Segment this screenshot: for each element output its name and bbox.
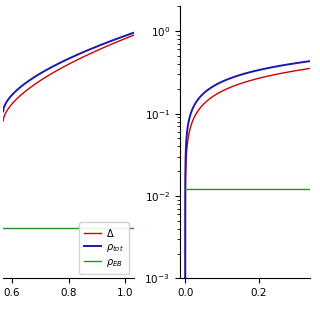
$\rho_{EB}$	[129, 226, 133, 230]
$\Delta$	[132, 33, 136, 37]
$\rho_{tot}$	[1, 109, 5, 113]
Line: $\rho_{tot}$: $\rho_{tot}$	[3, 33, 134, 111]
$\rho_{tot}$	[108, 39, 112, 43]
$\Delta$	[72, 60, 76, 63]
Legend: $\Delta$, $\rho_{tot}$, $\rho_{EB}$: $\Delta$, $\rho_{tot}$, $\rho_{EB}$	[79, 222, 129, 274]
$\rho_{EB}$	[64, 226, 68, 230]
$\Delta$	[108, 43, 112, 47]
$\Delta$	[129, 34, 133, 38]
$\rho_{EB}$	[108, 226, 112, 230]
$\rho_{EB}$	[63, 226, 67, 230]
$\rho_{tot}$	[64, 58, 68, 62]
$\rho_{tot}$	[132, 31, 136, 35]
$\rho_{tot}$	[79, 51, 83, 55]
$\rho_{EB}$	[72, 226, 76, 230]
$\Delta$	[79, 56, 83, 60]
$\rho_{tot}$	[63, 58, 67, 62]
$\Delta$	[64, 64, 68, 68]
$\Delta$	[1, 119, 5, 123]
$\Delta$	[63, 64, 67, 68]
$\rho_{EB}$	[1, 226, 5, 230]
$\rho_{tot}$	[72, 54, 76, 58]
$\rho_{EB}$	[79, 226, 83, 230]
Line: $\Delta$: $\Delta$	[3, 35, 134, 121]
$\rho_{tot}$	[129, 32, 133, 36]
$\rho_{EB}$	[132, 226, 136, 230]
